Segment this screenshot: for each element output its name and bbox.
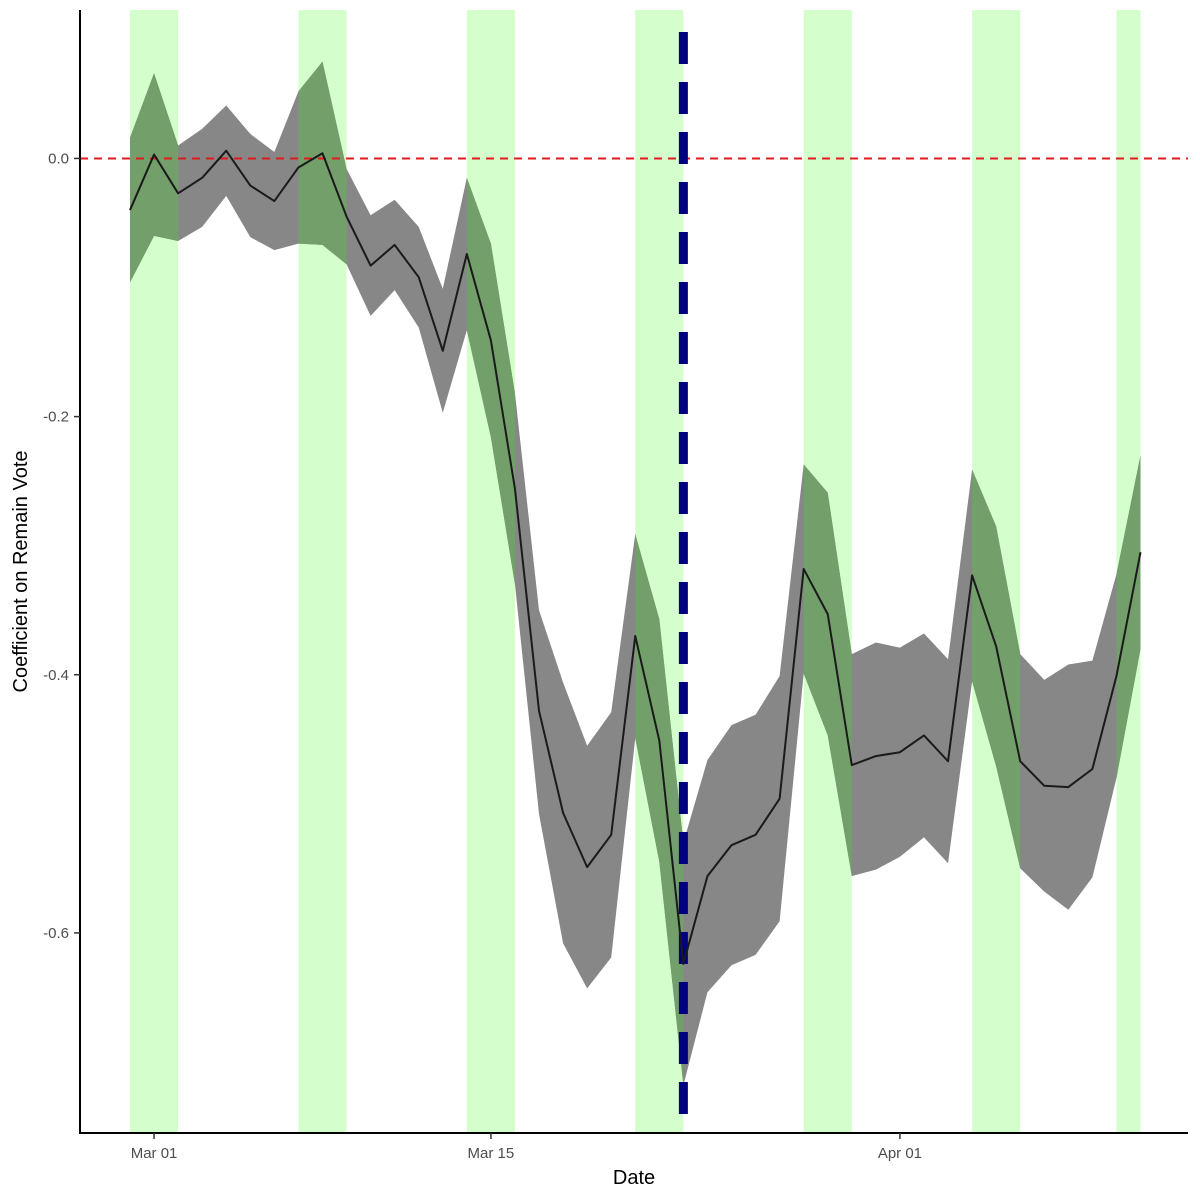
highlight-band (466, 10, 515, 1133)
coefficient-series-line (129, 149, 1142, 965)
y-tick-label: -0.2 (43, 409, 69, 426)
x-axis-title: Date (613, 1167, 655, 1189)
coefficient-line (129, 149, 1142, 965)
y-axis-title: Coefficient on Remain Vote (10, 450, 32, 692)
tick-labels: 0.0 -0.2 -0.4 -0.6 Mar 01 Mar 15 Apr 01 (43, 150, 922, 1162)
y-tick-label: 0.0 (48, 150, 69, 167)
axes (74, 10, 1188, 1139)
x-tick-label: Mar 01 (131, 1145, 178, 1162)
y-tick-label: -0.6 (43, 925, 69, 942)
x-tick-label: Mar 15 (468, 1145, 515, 1162)
reference-lines (80, 32, 1188, 1133)
x-tick-label: Apr 01 (878, 1145, 922, 1162)
y-tick-label: -0.4 (43, 667, 69, 684)
